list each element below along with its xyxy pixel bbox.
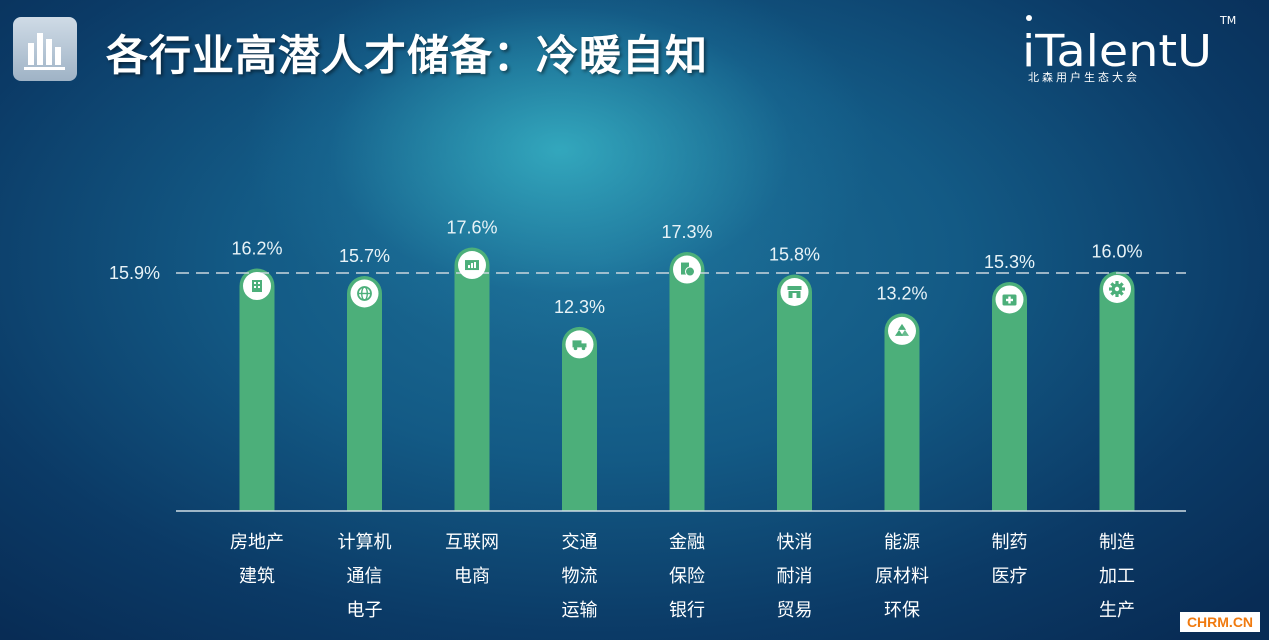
category-label: 房地产 <box>230 532 284 553</box>
value-label: 16.0% <box>1091 242 1142 262</box>
bar-1 <box>347 275 382 511</box>
category-label: 快消 <box>777 532 813 553</box>
category-label: 互联网 <box>445 532 499 553</box>
category-label: 电子 <box>347 600 383 621</box>
value-label: 15.3% <box>984 252 1035 272</box>
italentu-logo: TM iTalentU 北森用户生态大会 <box>1022 14 1236 84</box>
globe-icon <box>350 279 379 308</box>
category-label: 能源 <box>884 532 920 553</box>
bar-3 <box>562 326 597 511</box>
category-label: 通信 <box>347 566 383 587</box>
bar-4 <box>669 252 705 511</box>
money-icon <box>673 255 701 284</box>
truck-icon <box>565 330 594 359</box>
value-label: 15.7% <box>339 246 390 266</box>
category-label: 物流 <box>562 566 598 587</box>
logo-wordmark: iTalentU <box>1022 26 1212 77</box>
page-title: 各行业高潜人才储备：冷暖自知 <box>106 31 709 80</box>
category-label: 制药 <box>992 532 1028 553</box>
recycle-icon <box>888 316 916 345</box>
logo-subtitle: 北森用户生态大会 <box>1028 70 1140 84</box>
building-icon <box>243 272 271 301</box>
category-label: 制造 <box>1099 532 1135 553</box>
value-label: 12.3% <box>554 297 605 317</box>
watermark: CHRM.CN <box>1180 612 1260 632</box>
category-label: 银行 <box>669 600 705 621</box>
category-label: 贸易 <box>777 600 813 621</box>
category-label: 医疗 <box>992 566 1028 587</box>
value-label: 16.2% <box>231 239 282 259</box>
reference-line-label: 15.9% <box>109 263 160 283</box>
bar-7 <box>992 281 1027 511</box>
category-label: 耐消 <box>777 566 813 587</box>
category-label: 金融 <box>669 532 705 553</box>
category-label: 加工 <box>1099 566 1135 587</box>
value-label: 17.6% <box>446 218 497 238</box>
category-label: 电商 <box>454 566 490 587</box>
category-label: 原材料 <box>875 566 929 587</box>
value-label: 17.3% <box>661 222 712 242</box>
category-label: 生产 <box>1099 600 1135 621</box>
bar-0 <box>239 268 275 511</box>
store-icon <box>780 277 809 306</box>
monitor-chart-icon <box>458 251 486 280</box>
value-label: 15.8% <box>769 244 820 264</box>
category-label: 计算机 <box>338 532 392 553</box>
bar-5 <box>777 274 812 511</box>
category-label: 环保 <box>884 600 920 621</box>
bar-6 <box>884 313 920 511</box>
bar-8 <box>1099 271 1135 511</box>
bar-chart-icon <box>13 17 77 81</box>
value-label: 13.2% <box>876 283 927 303</box>
category-label: 保险 <box>669 566 705 587</box>
category-label: 交通 <box>562 532 598 553</box>
medical-kit-icon <box>995 285 1024 314</box>
logo-trademark: TM <box>1219 14 1236 27</box>
category-label: 建筑 <box>239 566 275 587</box>
category-label: 运输 <box>562 600 598 621</box>
bar-2 <box>454 247 490 511</box>
gear-icon <box>1103 275 1131 304</box>
